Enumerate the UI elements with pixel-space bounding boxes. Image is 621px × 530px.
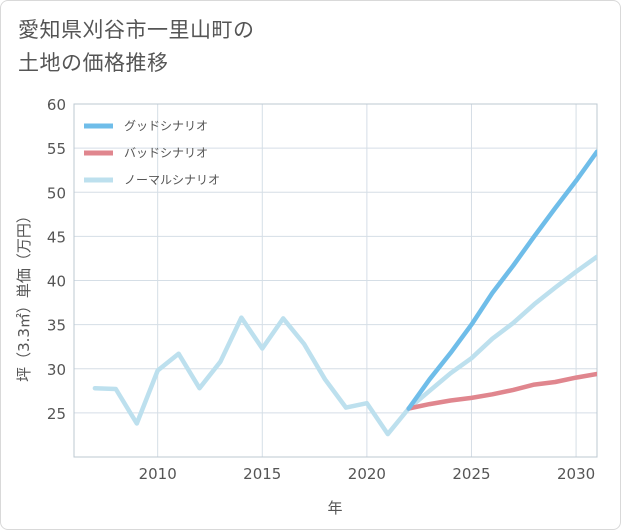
- chart-title-line-2: 土地の価格推移: [18, 51, 169, 75]
- y-tick-label: 50: [47, 184, 66, 202]
- y-tick-label: 35: [47, 317, 66, 335]
- y-tick-label: 60: [47, 96, 66, 114]
- chart-title-line-1: 愛知県刈谷市一里山町の: [18, 18, 255, 42]
- y-tick-label: 30: [47, 361, 66, 379]
- legend-label-2: ノーマルシナリオ: [124, 173, 220, 187]
- x-tick-label: 2030: [557, 465, 595, 483]
- legend-label-1: バッドシナリオ: [124, 146, 208, 160]
- y-tick-label: 45: [47, 228, 66, 246]
- x-tick-label: 2020: [348, 465, 386, 483]
- plot-area-border: [73, 103, 598, 458]
- y-tick-label: 55: [47, 140, 66, 158]
- x-tick-label: 2025: [452, 465, 490, 483]
- y-tick-labels: 25 30 35 40 45 50 55 60: [47, 96, 66, 423]
- x-axis-label: 年: [327, 499, 342, 517]
- x-tick-label: 2010: [139, 465, 177, 483]
- series-line-2: [92, 254, 597, 437]
- y-tick-label: 25: [47, 405, 66, 423]
- y-axis-label: 坪（3.3㎡）単価（万円）: [15, 208, 33, 382]
- series-line-1: [406, 371, 597, 411]
- y-tick-label: 40: [47, 273, 66, 291]
- x-tick-labels: 2010 2015 2020 2025 2030: [139, 465, 596, 483]
- series-lines: [92, 149, 597, 437]
- chart-title: 愛知県刈谷市一里山町の 土地の価格推移: [18, 14, 255, 80]
- legend-label-0: グッドシナリオ: [124, 119, 208, 133]
- series-line-0: [406, 149, 597, 411]
- x-tick-label: 2015: [243, 465, 281, 483]
